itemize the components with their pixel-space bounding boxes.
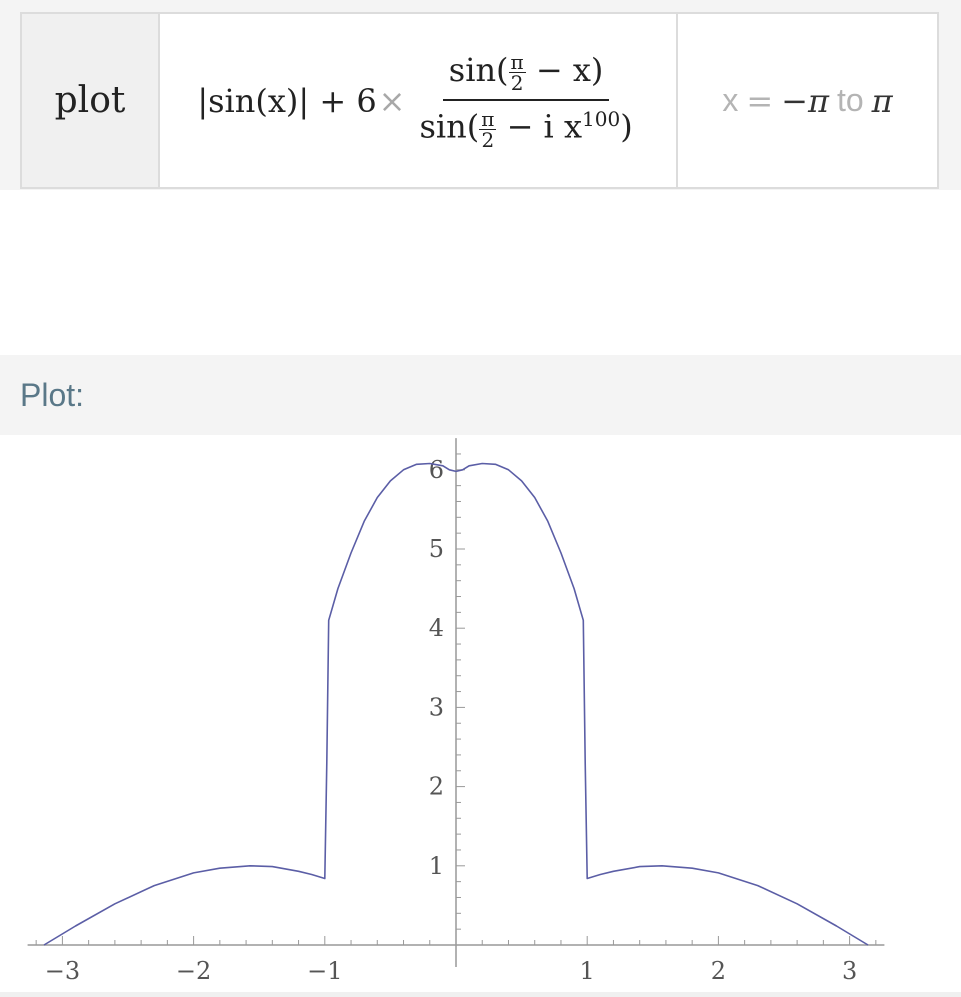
x-tick-label: −3 bbox=[45, 957, 80, 985]
y-tick-label: 3 bbox=[429, 693, 444, 721]
input-interpretation-table: plot |sin(x)| + 6 × sin(π 2 − x) sin(π 2 −… bbox=[20, 12, 939, 189]
x-tick-label: −2 bbox=[176, 957, 211, 985]
numerator-pi: π bbox=[508, 50, 526, 75]
range-cell: x = −π to π bbox=[678, 14, 937, 187]
x-tick-label: 2 bbox=[711, 957, 726, 985]
denominator-open: sin( bbox=[419, 107, 480, 146]
times-symbol: × bbox=[378, 81, 406, 120]
formula-prefix: |sin(x)| + 6 bbox=[197, 81, 377, 120]
formula-cell: |sin(x)| + 6 × sin(π 2 − x) sin(π 2 − i x1… bbox=[160, 14, 678, 187]
plot-pod-title: Plot: bbox=[20, 377, 85, 413]
function-plot: −3 −2 −1 1 2 3 1 2 3 4 5 6 bbox=[27, 438, 885, 985]
denominator-close: ) bbox=[620, 107, 633, 146]
numerator-close: − x) bbox=[525, 51, 604, 90]
x-tick-label: −1 bbox=[307, 957, 342, 985]
range-variable: x bbox=[722, 82, 739, 118]
formula-fraction: sin(π 2 − x) sin(π 2 − i x100) bbox=[413, 51, 638, 150]
y-tick-label: 4 bbox=[429, 614, 444, 642]
range-to-word: to bbox=[836, 82, 864, 118]
numerator-two: 2 bbox=[510, 71, 524, 96]
keyword-cell: plot bbox=[22, 14, 160, 187]
fraction-denominator: sin(π 2 − i x100) bbox=[413, 101, 638, 150]
spacer-band bbox=[0, 190, 961, 355]
range-from: −π bbox=[781, 81, 829, 120]
x-tick-label: 1 bbox=[580, 957, 595, 985]
y-tick-label: 5 bbox=[429, 535, 444, 563]
numerator-open: sin( bbox=[448, 51, 509, 90]
bottom-band bbox=[0, 992, 961, 997]
denominator-exponent: 100 bbox=[582, 107, 621, 132]
range-to: π bbox=[871, 81, 893, 120]
fraction-numerator: sin(π 2 − x) bbox=[442, 50, 610, 102]
x-tick-label: 3 bbox=[842, 957, 857, 985]
denominator-pi: π bbox=[479, 106, 497, 131]
denominator-middle: − i x bbox=[496, 107, 582, 146]
y-tick-label: 6 bbox=[429, 456, 444, 484]
series-line bbox=[43, 462, 869, 946]
denominator-two: 2 bbox=[481, 127, 495, 152]
y-tick-label: 2 bbox=[429, 773, 444, 801]
range-equals: = bbox=[746, 81, 774, 120]
y-tick-label: 1 bbox=[429, 852, 444, 880]
plot-pod-body: −3 −2 −1 1 2 3 1 2 3 4 5 6 bbox=[0, 435, 961, 992]
plot-pod-header: Plot: bbox=[0, 355, 961, 435]
keyword-label: plot bbox=[54, 80, 126, 121]
